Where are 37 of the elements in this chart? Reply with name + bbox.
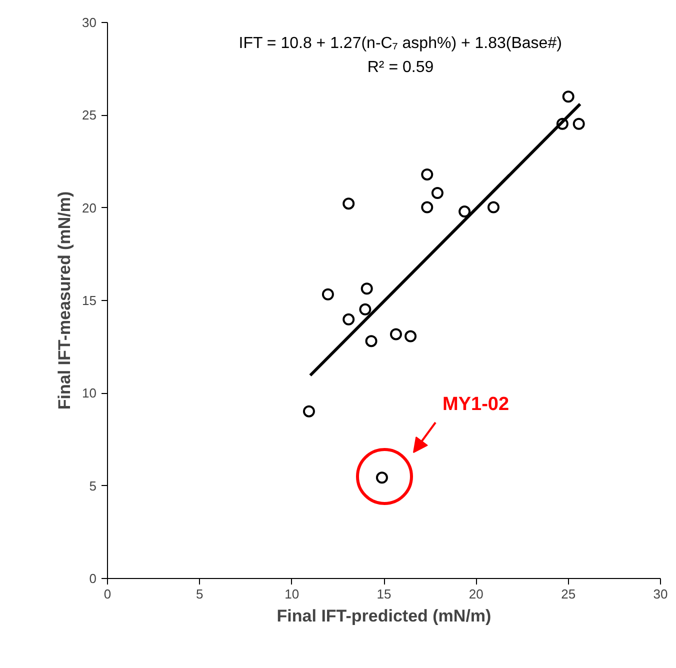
x-tick-label: 25 [561,586,576,602]
point [572,118,585,130]
x-tick-label: 30 [653,586,668,602]
y-tick-label: 0 [89,571,97,586]
annotation: MY1-02 [442,394,510,415]
point [421,168,434,180]
point [360,282,373,295]
x-axis-title: Final IFT-predicted (mN/m) [276,606,492,626]
y-tick-label: 20 [82,200,97,216]
point [431,187,444,199]
point [302,405,315,418]
x-tick-label: 0 [104,586,112,602]
point [359,303,372,316]
y-tick-label: 25 [82,108,97,123]
y-axis-title: Final IFT-measured (mN/m) [55,191,74,410]
point [556,118,568,130]
y-tick-label: 15 [82,293,97,308]
point [376,472,388,484]
point [365,335,378,348]
x-tick-label: 15 [376,586,392,602]
annotation: IFT = 10.8 + 1.27(n-C₇ asph%) + 1.83(Base#) [238,35,562,52]
annotation: R² = 0.59 [367,59,434,76]
point [404,330,417,342]
point [342,313,355,326]
point [487,201,500,214]
y-tick-label: 5 [89,478,97,494]
point [390,328,402,340]
x-tick-label: 10 [284,586,300,602]
y-tick-label: 10 [82,386,97,401]
x-tick-label: 5 [196,586,204,602]
point [322,288,334,300]
x-tick-label: 20 [468,586,484,602]
point [342,198,355,210]
point [421,201,434,214]
point [562,90,574,103]
point [458,206,471,218]
y-tick-label: 30 [82,15,97,30]
